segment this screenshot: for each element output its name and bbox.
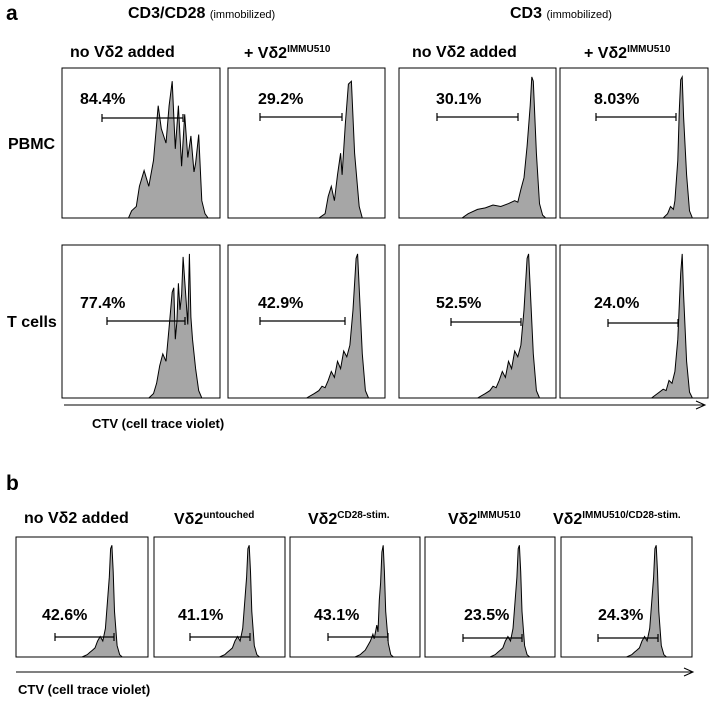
group-header-cd3: CD3 (immobilized) (510, 5, 612, 23)
percent-label-b-1: 41.1% (178, 607, 223, 624)
x-axis-label-a: CTV (cell trace violet) (92, 416, 225, 431)
plot-box-a-0-1 (227, 67, 386, 219)
histogram-b-0 (17, 545, 147, 658)
histogram-a-1-3 (561, 253, 707, 399)
group-header-cd3cd28: CD3/CD28 (immobilized) (128, 5, 275, 23)
panel-b-label: b (6, 472, 19, 495)
histogram-b-2 (291, 545, 419, 658)
column-header-a4: + Vδ2IMMU510 (584, 44, 670, 63)
percent-label-b-2: 43.1% (314, 607, 359, 624)
percent-label-a-0-1: 29.2% (258, 91, 303, 108)
column-header-b1: no Vδ2 added (24, 510, 129, 528)
histogram-b-3 (426, 545, 554, 658)
column-header-main: Vδ2 (174, 511, 204, 528)
group-header-title: CD3/CD28 (128, 5, 206, 22)
column-header-sup: CD28-stim. (337, 510, 390, 521)
x-axis-label-b: CTV (cell trace violet) (18, 682, 151, 697)
percent-label-b-0: 42.6% (42, 607, 87, 624)
plot-box-b-1 (153, 536, 286, 658)
plot-box-b-4 (560, 536, 693, 658)
histogram-a-1-2 (400, 253, 555, 399)
column-header-main: Vδ2 (448, 511, 478, 528)
group-header-title: CD3 (510, 5, 543, 22)
column-header-sup: untouched (203, 510, 255, 521)
percent-label-a-0-3: 8.03% (594, 91, 639, 108)
histogram-a-1-1 (229, 253, 384, 399)
column-header-main: + Vδ2 (244, 45, 288, 62)
group-header-note: (immobilized) (209, 9, 276, 21)
column-header-main: Vδ2 (553, 511, 583, 528)
column-header-main: + Vδ2 (584, 45, 628, 62)
x-axis-arrowhead-a (695, 400, 707, 410)
percent-label-a-1-3: 24.0% (594, 295, 639, 312)
histogram-a-0-0 (63, 81, 219, 219)
column-header-sup: IMMU510 (287, 44, 331, 55)
column-header-b3: Vδ2CD28-stim. (308, 510, 390, 529)
histogram-a-1-0 (63, 253, 219, 399)
histogram-a-0-2 (400, 76, 555, 219)
column-header-sup: IMMU510 (627, 44, 671, 55)
histogram-a-0-1 (229, 80, 384, 219)
panel-a-label: a (6, 2, 18, 25)
plot-box-b-0 (15, 536, 149, 658)
row-label-pbmc: PBMC (8, 136, 56, 153)
percent-label-a-1-2: 52.5% (436, 295, 481, 312)
column-header-main: Vδ2 (308, 511, 338, 528)
column-header-main: no Vδ2 added (70, 44, 175, 61)
percent-label-b-3: 23.5% (464, 607, 509, 624)
percent-label-b-4: 24.3% (598, 607, 643, 624)
column-header-a3: no Vδ2 added (412, 44, 517, 62)
histogram-b-1 (155, 545, 284, 658)
plot-box-b-3 (424, 536, 556, 658)
column-header-a2: + Vδ2IMMU510 (244, 44, 330, 63)
percent-label-a-1-1: 42.9% (258, 295, 303, 312)
plot-box-b-2 (289, 536, 421, 658)
histogram-a-0-3 (561, 74, 707, 219)
histogram-b-4 (562, 545, 691, 658)
x-axis-arrowhead-b (683, 667, 695, 677)
column-header-a1: no Vδ2 added (70, 44, 175, 62)
column-header-b5: Vδ2IMMU510/CD28-stim. (553, 510, 681, 529)
column-header-sup: IMMU510/CD28-stim. (582, 510, 681, 521)
percent-label-a-0-2: 30.1% (436, 91, 481, 108)
group-header-note: (immobilized) (546, 9, 612, 21)
column-header-sup: IMMU510 (477, 510, 521, 521)
column-header-b2: Vδ2untouched (174, 510, 254, 529)
percent-label-a-0-0: 84.4% (80, 91, 125, 108)
column-header-main: no Vδ2 added (412, 44, 517, 61)
column-header-main: no Vδ2 added (24, 510, 129, 527)
column-header-b4: Vδ2IMMU510 (448, 510, 521, 529)
percent-label-a-1-0: 77.4% (80, 295, 125, 312)
row-label-tcells: T cells (7, 314, 57, 331)
